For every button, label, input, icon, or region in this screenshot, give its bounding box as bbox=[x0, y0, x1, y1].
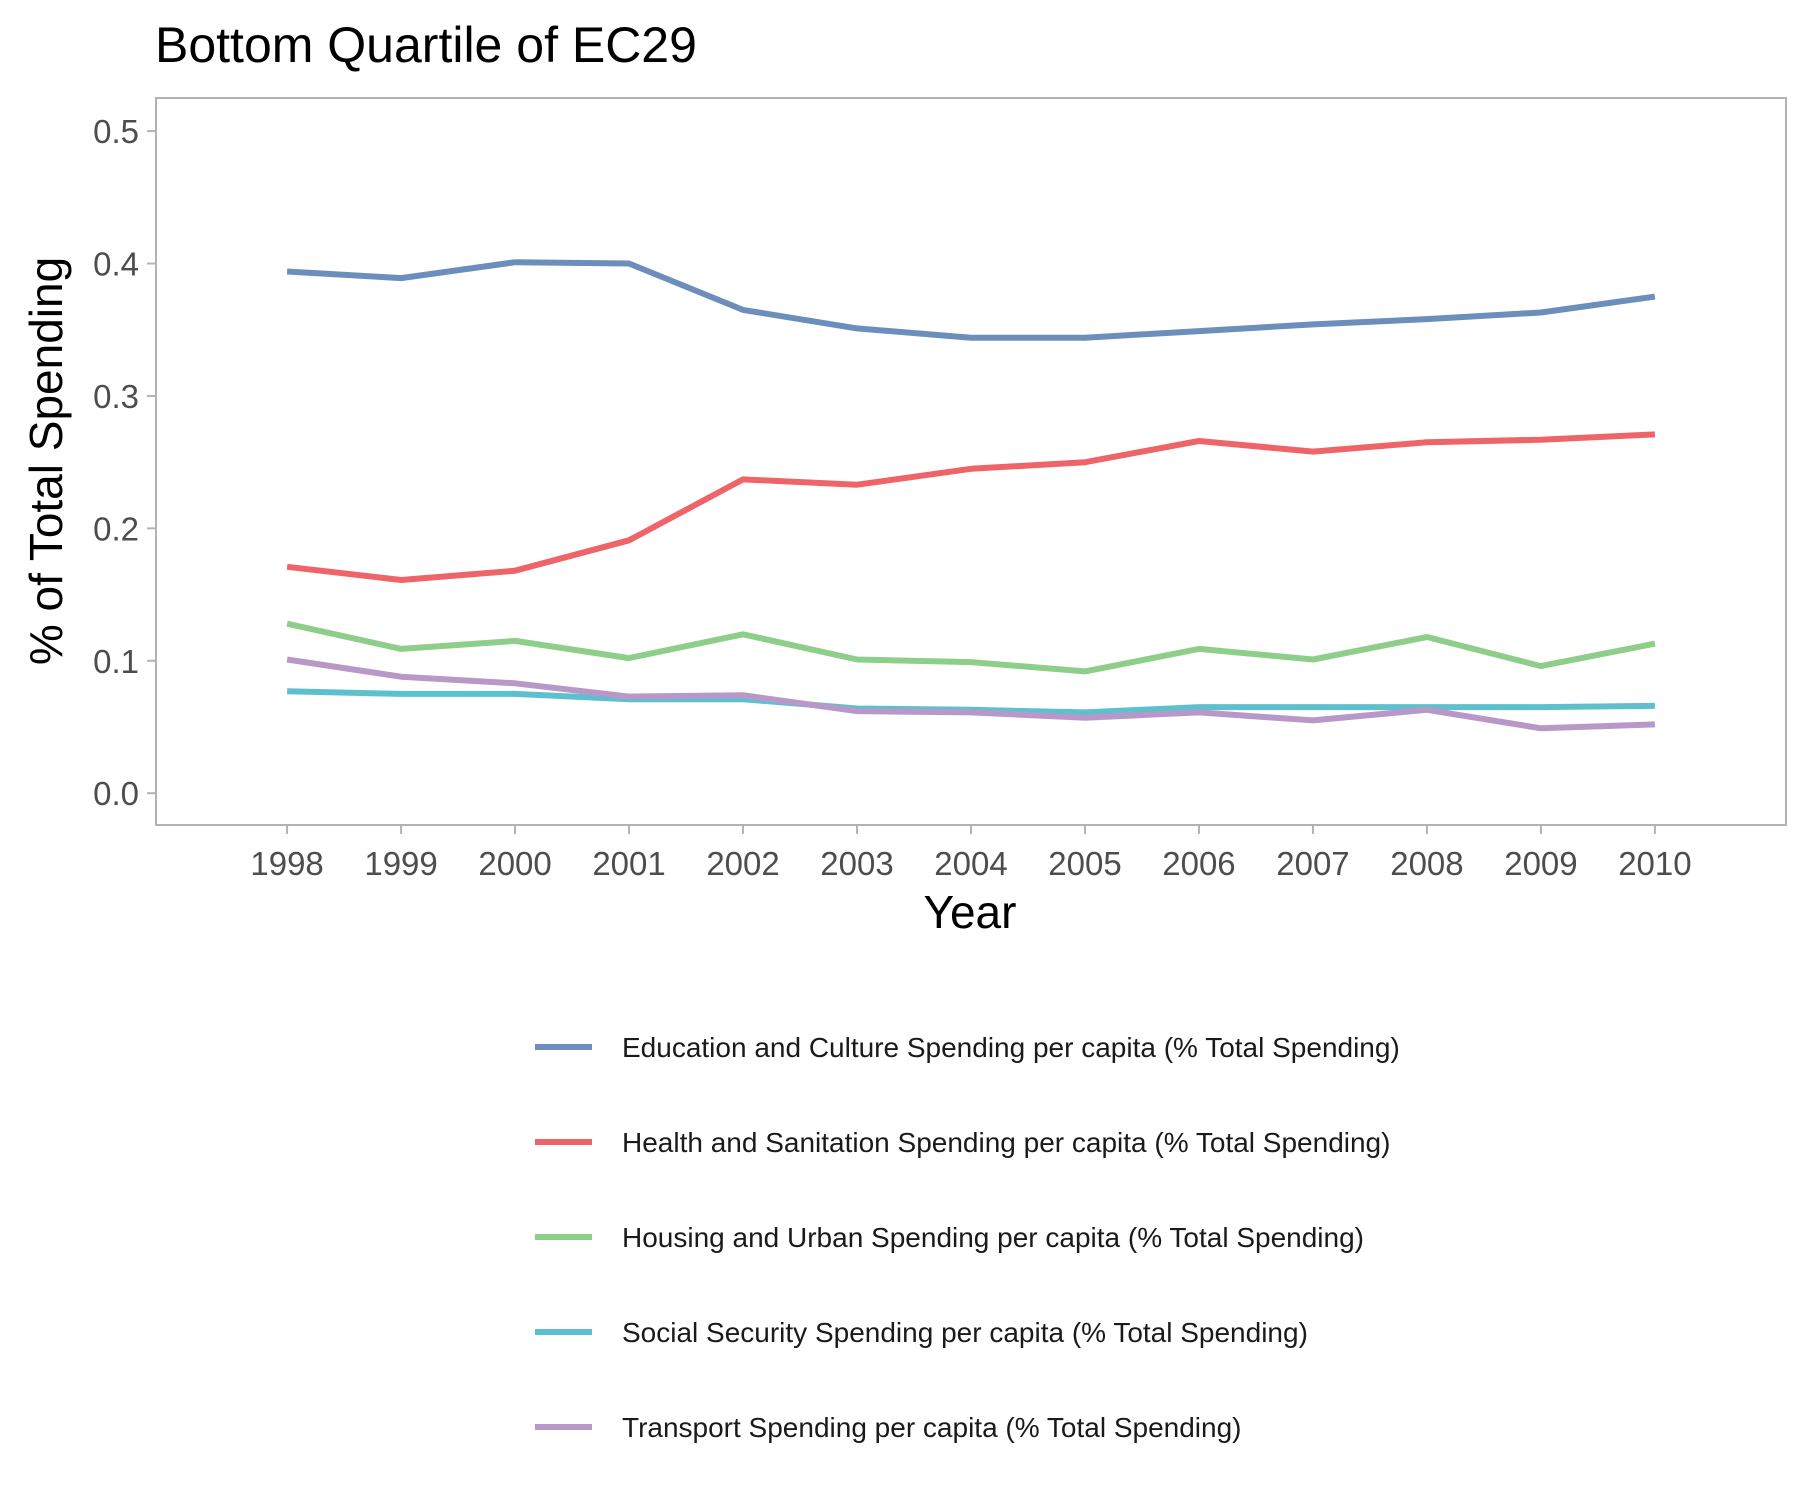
x-tick-label: 2007 bbox=[1276, 845, 1349, 882]
legend-item: Transport Spending per capita (% Total S… bbox=[535, 1412, 1242, 1443]
legend-item: Social Security Spending per capita (% T… bbox=[535, 1317, 1308, 1348]
legend-label: Housing and Urban Spending per capita (%… bbox=[622, 1222, 1364, 1253]
legend-label: Social Security Spending per capita (% T… bbox=[622, 1317, 1308, 1348]
x-tick-label: 2002 bbox=[706, 845, 779, 882]
legend: Education and Culture Spending per capit… bbox=[535, 1032, 1400, 1443]
y-tick-label: 0.3 bbox=[93, 378, 139, 415]
legend-label: Health and Sanitation Spending per capit… bbox=[622, 1127, 1390, 1158]
legend-item: Health and Sanitation Spending per capit… bbox=[535, 1127, 1390, 1158]
x-tick-label: 2009 bbox=[1504, 845, 1577, 882]
x-axis-label: Year bbox=[924, 886, 1017, 938]
series-line-4 bbox=[286, 656, 1656, 732]
x-axis-ticks: 1998 1999 2000 2001 2002 2003 2004 2005 2006 2007… bbox=[250, 825, 1692, 882]
x-tick-label: 1999 bbox=[364, 845, 437, 882]
series-lines bbox=[286, 259, 1656, 732]
series-line-2 bbox=[286, 620, 1656, 675]
x-tick-label: 2000 bbox=[478, 845, 551, 882]
legend-label: Education and Culture Spending per capit… bbox=[622, 1032, 1400, 1063]
legend-item: Education and Culture Spending per capit… bbox=[535, 1032, 1400, 1063]
x-tick-label: 2006 bbox=[1162, 845, 1235, 882]
x-tick-label: 2003 bbox=[820, 845, 893, 882]
legend-label: Transport Spending per capita (% Total S… bbox=[622, 1412, 1242, 1443]
y-tick-label: 0.0 bbox=[93, 775, 139, 812]
y-axis-ticks: 0.0 0.1 0.2 0.3 0.4 0.5 bbox=[93, 113, 156, 812]
series-line-1 bbox=[286, 431, 1656, 583]
x-tick-label: 2010 bbox=[1618, 845, 1691, 882]
y-tick-label: 0.1 bbox=[93, 643, 139, 680]
y-tick-label: 0.4 bbox=[93, 246, 139, 283]
y-tick-label: 0.5 bbox=[93, 113, 139, 150]
legend-item: Housing and Urban Spending per capita (%… bbox=[535, 1222, 1364, 1253]
y-axis-label: % of Total Spending bbox=[20, 257, 72, 665]
chart-title: Bottom Quartile of EC29 bbox=[155, 17, 697, 73]
y-tick-label: 0.2 bbox=[93, 510, 139, 547]
x-tick-label: 2008 bbox=[1390, 845, 1463, 882]
x-tick-label: 2004 bbox=[934, 845, 1007, 882]
x-tick-label: 2005 bbox=[1048, 845, 1121, 882]
x-tick-label: 2001 bbox=[592, 845, 665, 882]
series-line-0 bbox=[286, 259, 1656, 341]
x-tick-label: 1998 bbox=[250, 845, 323, 882]
